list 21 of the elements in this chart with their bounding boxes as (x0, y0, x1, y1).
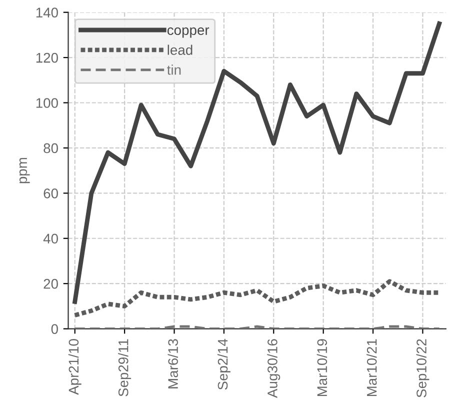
x-tick-label: Sep2/14 (217, 338, 230, 390)
x-tick-label: Aug30/16 (267, 339, 280, 398)
line-series (72, 21, 442, 304)
x-tick-label: Apr21/10 (68, 339, 82, 395)
y-tick-label: 0 (51, 324, 58, 334)
y-tick-label: 60 (44, 188, 58, 198)
y-tick-label: 120 (36, 52, 58, 63)
y-tick-label: 140 (36, 8, 58, 18)
text: lead (168, 44, 192, 55)
y-tick-label: 40 (43, 234, 58, 244)
x-tick-label: Mar10/21 (366, 339, 377, 396)
x-tick-label: Sep29/11 (118, 339, 132, 396)
y-tick-label: 80 (44, 143, 58, 154)
y-axis-title: ppm (19, 158, 30, 184)
text: copper (167, 27, 210, 38)
x-tick-label: Mar6/13 (168, 339, 178, 388)
x-tick-label: Mar10/19 (316, 339, 328, 396)
x-tick-label: Sep10/22 (416, 339, 430, 398)
y-tick-label: 20 (44, 278, 58, 289)
y-tick-label: 100 (36, 98, 58, 108)
text: tin (167, 64, 181, 75)
